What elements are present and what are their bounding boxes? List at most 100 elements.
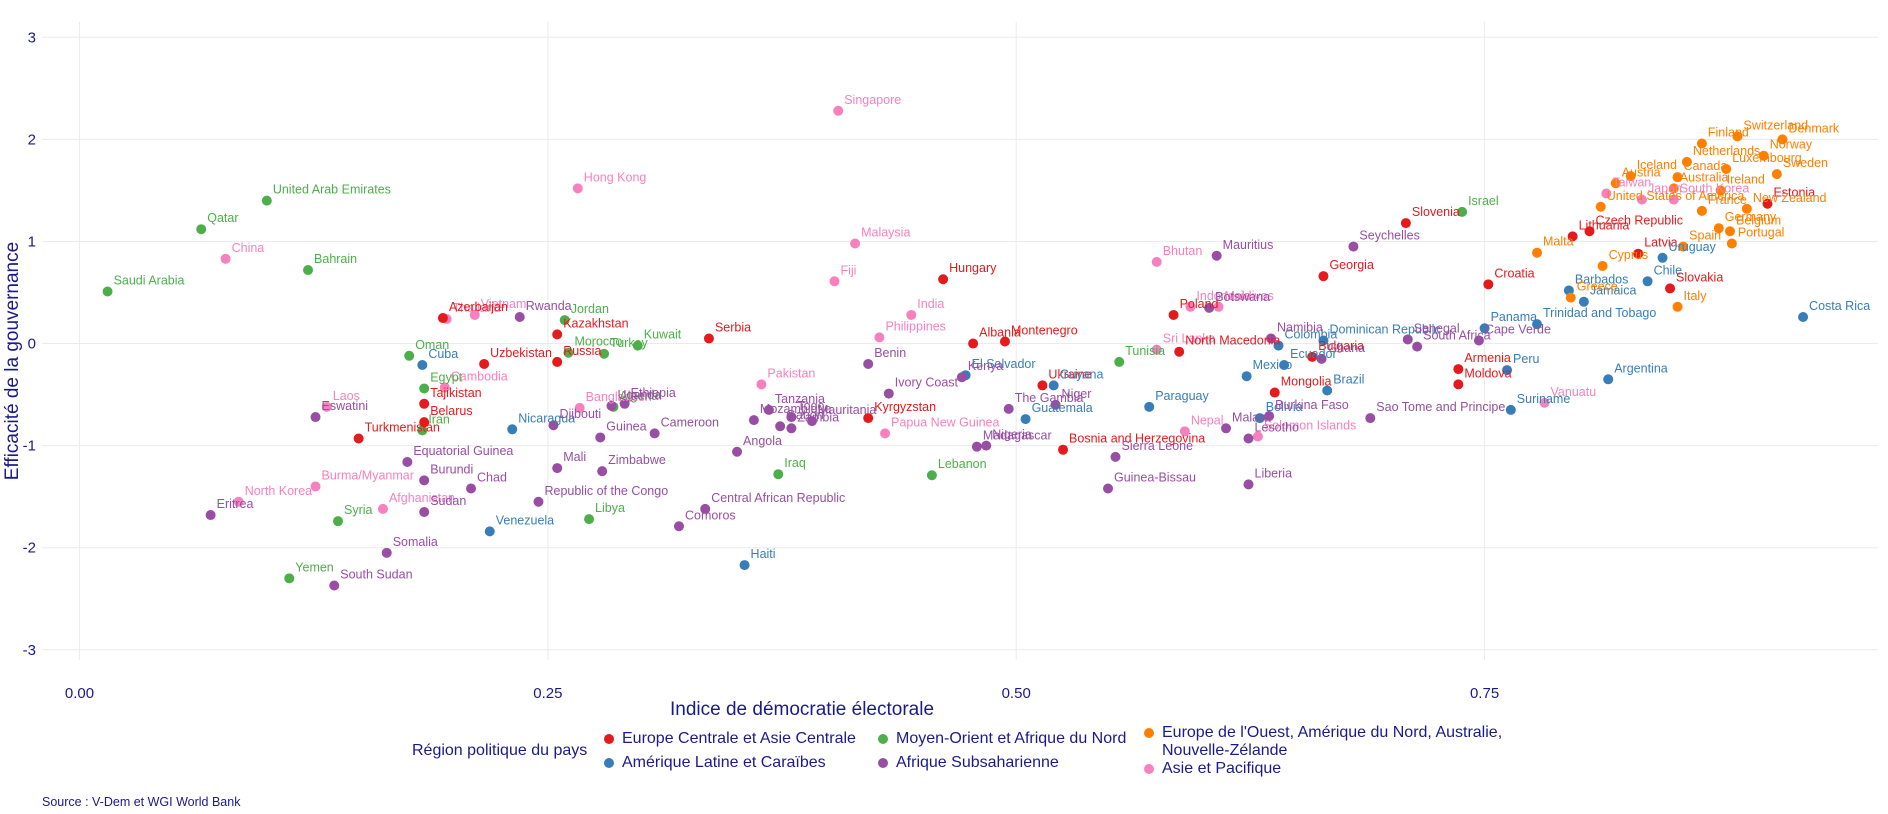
data-point-label: Uzbekistan xyxy=(490,346,552,360)
y-tick-label: 1 xyxy=(28,233,36,250)
data-point xyxy=(1532,247,1543,258)
data-point-label: Mali xyxy=(563,450,586,464)
data-point xyxy=(417,425,428,436)
data-point xyxy=(1578,296,1589,307)
data-point xyxy=(1584,226,1595,237)
data-point-label: Moldova xyxy=(1464,366,1511,380)
data-point xyxy=(1741,203,1752,214)
data-point-label: Jordan xyxy=(571,302,609,316)
data-point-label: Uganda xyxy=(618,388,662,402)
data-point xyxy=(439,382,450,393)
data-point-label: Morocco xyxy=(574,335,622,349)
data-point xyxy=(1114,356,1125,367)
data-point-label: India xyxy=(917,297,944,311)
data-point xyxy=(1798,312,1809,323)
data-point xyxy=(1453,379,1464,390)
data-point-label: Vanuatu xyxy=(1551,385,1597,399)
data-point-label: El Salvador xyxy=(972,357,1036,371)
data-point-label: Gabon xyxy=(786,408,824,422)
data-point xyxy=(1264,411,1275,422)
data-point xyxy=(1151,256,1162,267)
data-point xyxy=(971,441,982,452)
x-tick-label: 0.50 xyxy=(1002,685,1031,702)
data-point xyxy=(329,580,340,591)
data-point-label: Singapore xyxy=(844,93,901,107)
data-point xyxy=(863,413,874,424)
data-point-label: Tunisia xyxy=(1125,344,1165,358)
data-point xyxy=(1110,451,1121,462)
data-point xyxy=(649,428,660,439)
data-point-label: Thailand xyxy=(453,301,501,315)
data-point-label: Fiji xyxy=(840,263,856,277)
data-point xyxy=(999,336,1010,347)
data-point xyxy=(196,224,207,235)
data-point-label: Ivory Coast xyxy=(895,376,959,390)
data-point-label: Kuwait xyxy=(644,328,682,342)
data-point xyxy=(1665,283,1676,294)
data-point-label: Malaysia xyxy=(861,226,910,240)
data-point xyxy=(1211,250,1222,261)
data-point xyxy=(1672,172,1683,183)
data-point-label: Iran xyxy=(428,412,450,426)
data-point xyxy=(419,417,430,428)
data-point xyxy=(1204,302,1215,313)
data-point-label: New Zealand xyxy=(1753,191,1827,205)
data-point-label: Burma/Myanmar xyxy=(322,468,414,482)
data-point xyxy=(632,340,643,351)
data-point xyxy=(233,496,244,507)
data-point-label: Qatar xyxy=(207,211,238,225)
data-point xyxy=(748,415,759,426)
data-point xyxy=(1758,150,1769,161)
data-point-label: Namibia xyxy=(1277,320,1323,334)
data-point-label: Bolivia xyxy=(1266,400,1303,414)
data-point xyxy=(673,521,684,532)
data-point xyxy=(1642,276,1653,287)
data-point-label: Laos xyxy=(333,389,360,403)
data-point-label: Bangladesh xyxy=(586,390,652,404)
data-point xyxy=(1144,401,1155,412)
data-point xyxy=(1595,201,1606,212)
data-point-label: Angola xyxy=(743,434,782,448)
data-point xyxy=(1672,301,1683,312)
data-point-label: Egypt xyxy=(430,370,462,384)
data-point-label: Eswatini xyxy=(322,399,369,413)
data-point xyxy=(1726,238,1737,249)
data-point xyxy=(732,446,743,457)
data-point xyxy=(1269,387,1280,398)
data-point xyxy=(1696,138,1707,149)
data-point xyxy=(1322,385,1333,396)
data-point xyxy=(883,388,894,399)
data-point-label: Philippines xyxy=(885,319,945,333)
data-point-label: Liberia xyxy=(1255,466,1293,480)
data-point xyxy=(419,475,430,486)
legend-swatch-lac xyxy=(604,758,614,768)
data-point xyxy=(1254,413,1265,424)
legend-label-mena: Moyen-Orient et Afrique du Nord xyxy=(896,730,1127,747)
data-point xyxy=(584,514,595,525)
legend-item-mena: Moyen-Orient et Afrique du Nord xyxy=(878,730,1126,748)
data-point-label: Costa Rica xyxy=(1809,299,1870,313)
data-point-label: Nicaragua xyxy=(518,411,575,425)
data-point xyxy=(417,359,428,370)
data-point xyxy=(599,348,610,359)
data-point xyxy=(1221,423,1232,434)
x-tick-label: 0.00 xyxy=(65,685,94,702)
data-point-label: Portugal xyxy=(1738,226,1785,240)
data-point xyxy=(874,332,885,343)
data-point-label: Albania xyxy=(979,326,1021,340)
data-point xyxy=(437,313,448,324)
data-point xyxy=(1532,319,1543,330)
data-point-label: Central African Republic xyxy=(711,491,845,505)
data-point-label: Malta xyxy=(1543,235,1574,249)
data-point xyxy=(552,329,563,340)
data-point-label: Vietnam xyxy=(481,297,527,311)
data-point-label: Malawi xyxy=(1232,410,1271,424)
data-point xyxy=(552,463,563,474)
data-point xyxy=(1565,292,1576,303)
data-point xyxy=(1279,359,1290,370)
data-point xyxy=(606,400,617,411)
legend-swatch-ap xyxy=(1144,764,1154,774)
data-point-label: South Sudan xyxy=(340,567,412,581)
legend-swatch-we xyxy=(1144,728,1154,738)
